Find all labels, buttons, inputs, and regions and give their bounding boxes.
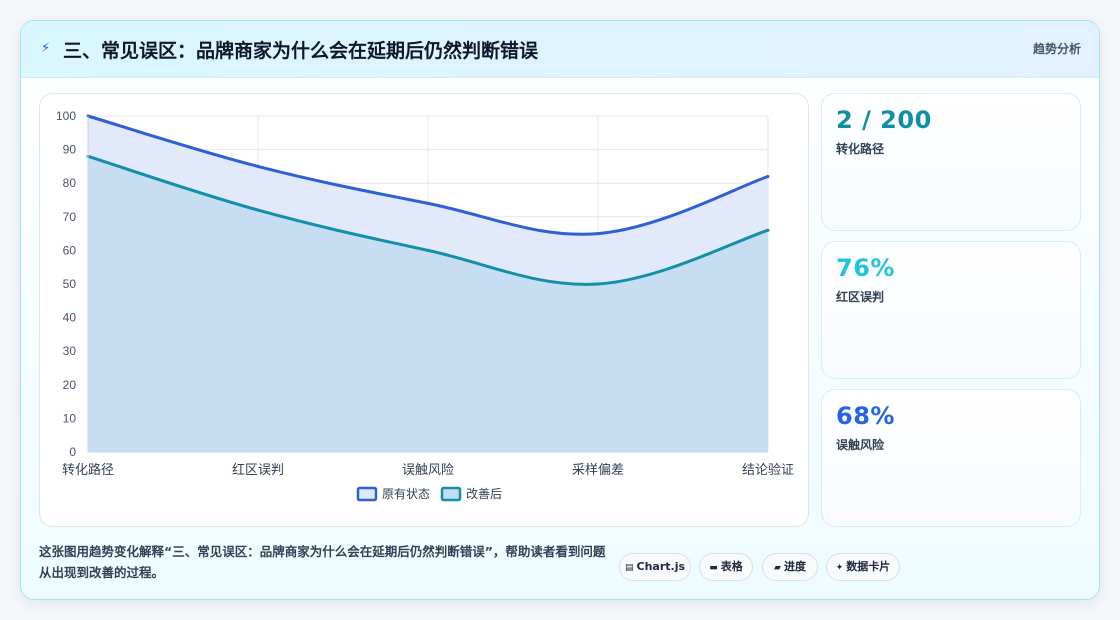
data-point — [426, 248, 430, 252]
series-area-1 — [88, 156, 768, 452]
y-tick-label: 90 — [63, 143, 77, 157]
chip-label: Chart.js — [636, 560, 686, 573]
x-tick-label: 转化路径 — [62, 462, 114, 478]
chip-label: 数据卡片 — [846, 560, 891, 573]
table-icon: ▬ — [709, 563, 718, 573]
y-tick-label: 0 — [69, 445, 76, 459]
chip-chartjs[interactable]: ▤ Chart.js — [619, 553, 691, 581]
y-tick-label: 10 — [63, 411, 77, 425]
stat-value: 76% — [836, 254, 895, 282]
y-tick-label: 60 — [63, 243, 77, 257]
x-tick-label: 结论验证 — [742, 462, 794, 478]
data-point — [766, 174, 770, 178]
trend-analysis-tag[interactable]: 趋势分析 — [1032, 42, 1081, 56]
y-tick-label: 100 — [56, 109, 76, 123]
stat-label: 红区误判 — [836, 290, 885, 304]
data-point — [256, 208, 260, 212]
stat-card-red-zone: 76% 红区误判 — [821, 241, 1081, 379]
chip-progress[interactable]: ▰ 进度 — [762, 553, 818, 581]
stat-value: 2 / 200 — [836, 106, 932, 134]
chip-label: 进度 — [783, 560, 806, 573]
stat-card-conversion: 2 / 200 转化路径 — [821, 93, 1081, 231]
chip-table[interactable]: ▬ 表格 — [699, 553, 753, 581]
chip-data-card[interactable]: ✦ 数据卡片 — [826, 553, 900, 581]
card: ⚡ 三、常见误区：品牌商家为什么会在延期后仍然判断错误 趋势分析 0 10 20 30… — [20, 20, 1100, 600]
legend-swatch — [356, 486, 378, 502]
stat-value: 68% — [836, 402, 895, 430]
data-point — [256, 164, 260, 168]
stat-card-misclick: 68% 误触风险 — [821, 389, 1081, 527]
chart-icon: ▤ — [624, 563, 634, 573]
legend-label: 原有状态 — [382, 487, 430, 501]
data-point — [766, 228, 770, 232]
stat-label: 误触风险 — [836, 438, 885, 452]
progress-icon: ▰ — [774, 563, 781, 573]
stat-label: 转化路径 — [836, 142, 885, 156]
y-tick-label: 80 — [63, 176, 77, 190]
page-title: 三、常见误区：品牌商家为什么会在延期后仍然判断错误 — [63, 40, 539, 62]
y-tick-label: 40 — [63, 311, 77, 325]
data-point — [596, 282, 600, 286]
x-tick-label: 红区误判 — [232, 462, 284, 478]
legend-swatch — [440, 486, 462, 502]
y-tick-label: 70 — [63, 210, 77, 224]
card-header: ⚡ 三、常见误区：品牌商家为什么会在延期后仍然判断错误 趋势分析 — [21, 21, 1099, 78]
legend-label: 改善后 — [466, 486, 502, 501]
chart-description: 这张图用趋势变化解释“三、常见误区：品牌商家为什么会在延期后仍然判断错误”，帮助… — [39, 544, 606, 580]
chart-panel: 0 10 20 30 40 50 60 70 80 90 100 转化路径 红区误判 误触风险 采样偏差 结论… — [39, 93, 809, 527]
sparkle-icon: ✦ — [835, 563, 844, 573]
chip-label: 表格 — [720, 560, 743, 573]
y-tick-label: 50 — [63, 277, 77, 291]
line-chart: 0 10 20 30 40 50 60 70 80 90 100 转化路径 红区误判 误触风险 采样偏差 结论… — [56, 109, 794, 502]
x-tick-label: 误触风险 — [402, 463, 454, 478]
y-tick-label: 20 — [63, 378, 77, 392]
data-point — [426, 201, 430, 205]
lightning-icon: ⚡ — [41, 41, 51, 56]
data-point — [596, 232, 600, 236]
y-tick-label: 30 — [63, 344, 77, 358]
x-tick-label: 采样偏差 — [572, 463, 624, 478]
